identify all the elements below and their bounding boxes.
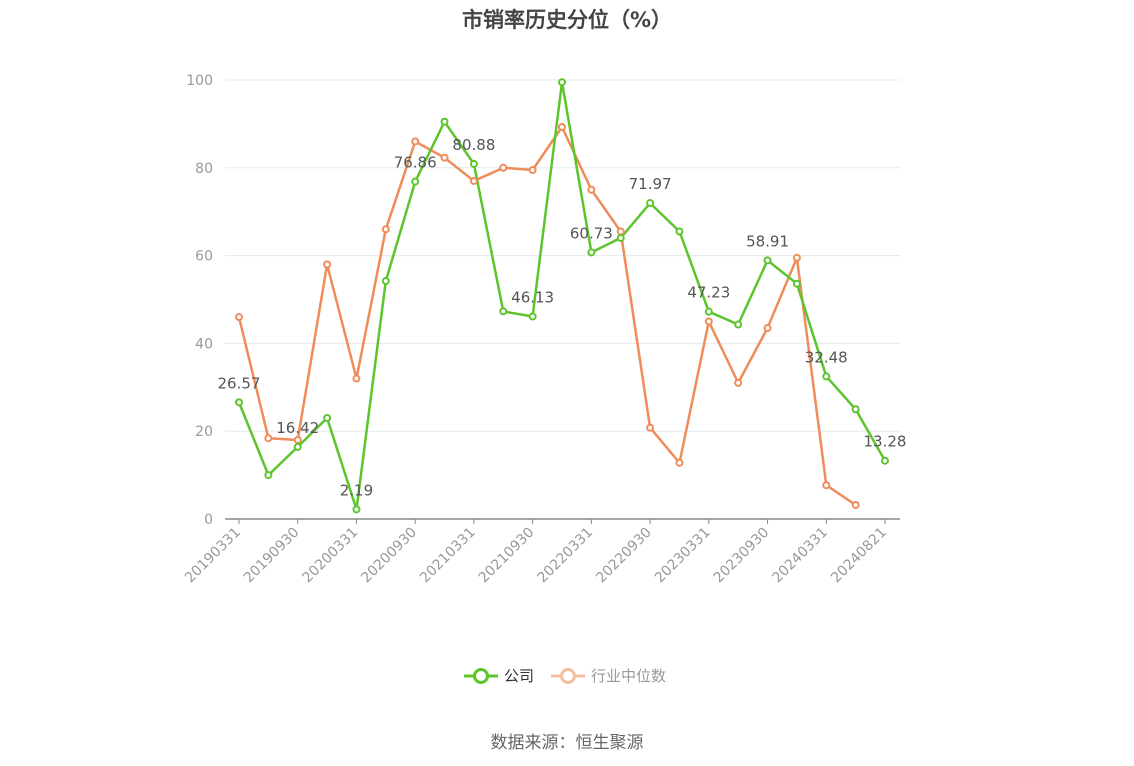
data-label: 26.57 xyxy=(218,374,261,392)
legend-company-label: 公司 xyxy=(504,667,534,685)
data-point-industry[interactable] xyxy=(792,253,801,262)
data-point-company[interactable] xyxy=(675,227,684,236)
x-axis: 2019033120190930202003312020093020210331… xyxy=(182,518,900,587)
data-point-industry[interactable] xyxy=(558,122,566,131)
series-line-industry xyxy=(237,125,857,507)
data-point-company[interactable] xyxy=(469,159,478,168)
data-label: 13.28 xyxy=(864,433,907,451)
y-tick-label: 20 xyxy=(195,424,213,440)
data-point-industry[interactable] xyxy=(293,435,302,444)
data-point-company[interactable] xyxy=(616,234,625,243)
data-point-industry[interactable] xyxy=(528,165,537,174)
x-tick-label: 20240331 xyxy=(769,525,831,587)
x-tick-label: 20220930 xyxy=(593,525,655,587)
data-label: 80.88 xyxy=(452,136,495,154)
data-point-industry[interactable] xyxy=(734,378,743,387)
data-point-industry[interactable] xyxy=(381,225,390,234)
data-labels: 26.57 16.42 2.19 76.86 80.88 46.13 60.73 71.97 4… xyxy=(218,136,907,499)
data-point-company[interactable] xyxy=(352,505,361,514)
data-point-industry[interactable] xyxy=(499,163,508,172)
data-point-company[interactable] xyxy=(293,442,302,451)
data-label: 71.97 xyxy=(629,175,672,193)
legend-industry-marker xyxy=(560,668,576,684)
data-point-industry[interactable] xyxy=(675,458,684,467)
x-tick-label: 20200930 xyxy=(358,525,420,587)
data-point-industry[interactable] xyxy=(704,317,713,326)
data-point-company[interactable] xyxy=(851,405,860,414)
chart-title: 市销率历史分位（%） xyxy=(461,8,673,32)
data-point-industry[interactable] xyxy=(616,227,625,236)
data-point-industry[interactable] xyxy=(646,423,655,432)
data-point-industry[interactable] xyxy=(235,313,243,322)
data-point-company[interactable] xyxy=(528,312,537,321)
x-tick-label: 20190331 xyxy=(182,525,244,587)
data-label: 76.86 xyxy=(394,154,437,172)
y-tick-label: 80 xyxy=(195,161,213,177)
data-point-industry[interactable] xyxy=(851,500,860,509)
data-point-company[interactable] xyxy=(763,256,772,265)
data-label: 46.13 xyxy=(511,288,554,306)
legend-item-company[interactable]: 公司 xyxy=(464,667,534,685)
data-point-industry[interactable] xyxy=(440,153,449,162)
data-point-industry[interactable] xyxy=(763,324,772,333)
x-tick-label: 20200331 xyxy=(300,525,362,587)
source-note: 数据来源：恒生聚源 xyxy=(490,733,644,753)
legend: 公司 行业中位数 xyxy=(464,667,666,685)
data-point-industry[interactable] xyxy=(264,434,273,443)
legend-industry-label: 行业中位数 xyxy=(591,667,666,685)
y-tick-label: 40 xyxy=(195,336,213,352)
data-label: 2.19 xyxy=(340,481,373,499)
data-point-company[interactable] xyxy=(264,471,273,480)
data-label: 32.48 xyxy=(805,348,848,366)
data-point-industry[interactable] xyxy=(411,137,420,146)
data-point-industry[interactable] xyxy=(822,481,831,490)
y-axis-ticks: 0 20 40 60 80 100 xyxy=(186,73,213,528)
data-point-industry[interactable] xyxy=(587,185,596,194)
data-point-company[interactable] xyxy=(704,307,713,316)
y-tick-label: 60 xyxy=(195,249,213,265)
y-tick-label: 100 xyxy=(186,73,213,89)
x-tick-label: 20230930 xyxy=(711,525,773,587)
x-tick-label: 20210930 xyxy=(476,525,538,587)
data-point-company[interactable] xyxy=(822,372,831,381)
series-lines xyxy=(237,80,887,511)
data-point-company[interactable] xyxy=(792,279,801,288)
data-label: 47.23 xyxy=(687,284,730,302)
legend-company-marker xyxy=(473,668,489,684)
data-point-company[interactable] xyxy=(499,307,508,316)
data-point-industry[interactable] xyxy=(352,374,361,383)
x-tick-label: 20190930 xyxy=(241,525,303,587)
data-label: 58.91 xyxy=(746,232,789,250)
data-point-company[interactable] xyxy=(323,414,332,423)
data-point-company[interactable] xyxy=(381,277,390,286)
data-label: 60.73 xyxy=(570,224,613,242)
data-point-industry[interactable] xyxy=(469,176,478,185)
y-tick-label: 0 xyxy=(204,512,213,528)
x-tick-label: 20210331 xyxy=(417,525,479,587)
data-point-company[interactable] xyxy=(558,78,566,87)
data-point-company[interactable] xyxy=(734,320,743,329)
x-tick-label: 20230331 xyxy=(652,525,714,587)
data-point-company[interactable] xyxy=(881,456,889,465)
data-label: 16.42 xyxy=(276,419,319,437)
data-point-company[interactable] xyxy=(411,177,420,186)
x-tick-label: 20240821 xyxy=(828,525,890,587)
data-point-company[interactable] xyxy=(235,398,243,407)
data-point-company[interactable] xyxy=(440,117,449,126)
data-point-company[interactable] xyxy=(646,199,655,208)
series-points xyxy=(235,78,889,514)
x-tick-label: 20220331 xyxy=(534,525,596,587)
grid-lines xyxy=(225,79,900,432)
data-point-industry[interactable] xyxy=(323,260,332,269)
data-point-company[interactable] xyxy=(587,248,596,257)
legend-item-industry[interactable]: 行业中位数 xyxy=(551,667,666,685)
